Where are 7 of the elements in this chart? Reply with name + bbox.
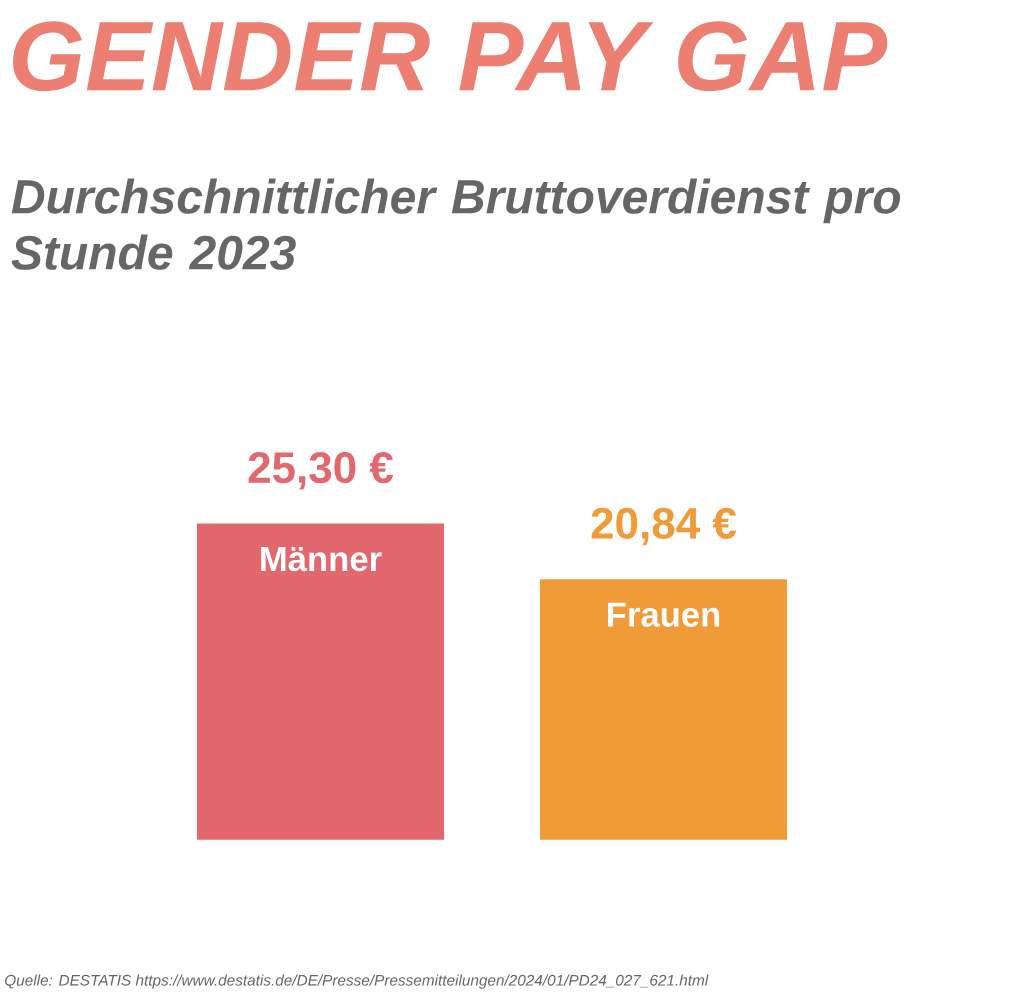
data-label: 20,84 € <box>591 507 737 546</box>
x-tick-label: Männer <box>261 546 382 572</box>
source-note: Quelle: DESTATIS https://www.destatis.de/DE/Presse/Pressemitteilungen/2024/01/PD24_027_621.html <box>5 974 709 989</box>
chart-subtitle: Durchschnittlicher Bruttoverdienst pro Stunde 2023 <box>11 178 901 270</box>
data-label: 25,30 € <box>248 452 394 490</box>
chart-title: GENDER PAY GAP <box>13 21 888 92</box>
x-tick-label: Frauen <box>608 602 720 627</box>
